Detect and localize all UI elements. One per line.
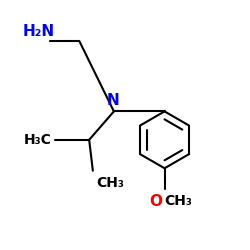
Text: CH₃: CH₃ — [96, 176, 124, 190]
Text: O: O — [149, 194, 162, 209]
Text: H₃C: H₃C — [24, 133, 52, 147]
Text: CH₃: CH₃ — [164, 194, 192, 208]
Text: H₂N: H₂N — [22, 24, 54, 38]
Text: N: N — [106, 93, 119, 108]
